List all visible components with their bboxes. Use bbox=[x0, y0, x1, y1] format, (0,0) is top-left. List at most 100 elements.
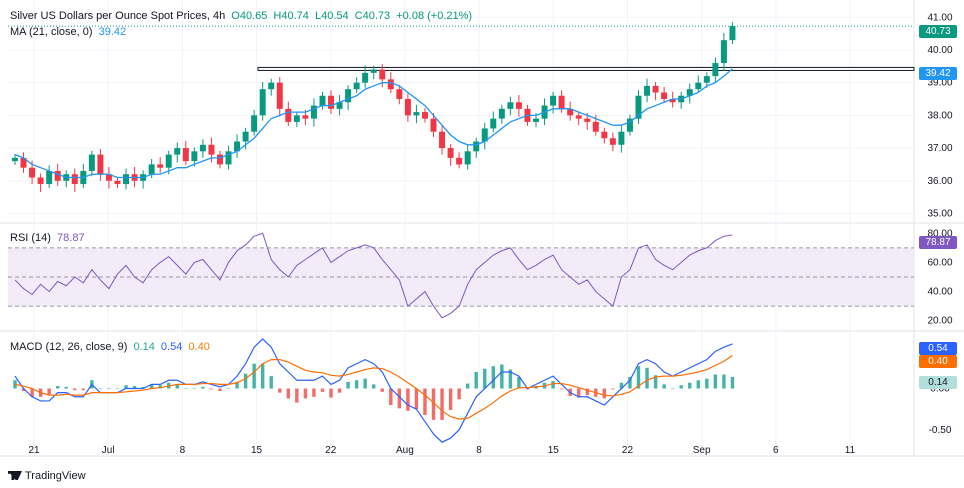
macd-badge: 0.54 bbox=[919, 342, 957, 355]
macd-hist-bar bbox=[98, 388, 103, 390]
macd-hist-bar bbox=[645, 367, 649, 389]
grid bbox=[0, 0, 964, 457]
symbol-legend[interactable]: Silver US Dollars per Ounce Spot Prices,… bbox=[10, 10, 475, 22]
macd-hist-bar bbox=[611, 388, 615, 390]
candle-body bbox=[148, 164, 155, 175]
resistance-line bbox=[257, 66, 915, 71]
macd-hist-bar bbox=[81, 388, 86, 391]
candle-body bbox=[498, 108, 505, 119]
macd-hist-bar bbox=[115, 388, 120, 390]
tradingview-logo-icon bbox=[8, 471, 22, 480]
macd-hist-bar bbox=[628, 376, 632, 389]
macd-hist-bar bbox=[21, 388, 26, 391]
candle-body bbox=[413, 112, 420, 116]
candle-body bbox=[276, 82, 283, 109]
candle-body bbox=[328, 95, 335, 109]
brand-label: TradingView bbox=[25, 470, 86, 482]
x-tick-label: 8 bbox=[180, 445, 186, 456]
macd-hist-bar bbox=[491, 366, 496, 389]
hist-badge: 0.14 bbox=[919, 376, 957, 389]
macd-hist-bar bbox=[363, 378, 367, 389]
macd-line-value: 0.54 bbox=[160, 341, 183, 353]
candle-body bbox=[729, 26, 736, 41]
candle-body bbox=[712, 63, 719, 77]
y-tick-label: 36.00 bbox=[927, 176, 952, 187]
macd-hist-bar bbox=[397, 388, 402, 409]
x-tick-label: 11 bbox=[845, 445, 856, 456]
macd-hist-bar bbox=[585, 388, 589, 396]
candle-body bbox=[310, 105, 317, 119]
candle-body bbox=[362, 72, 369, 83]
candle-body bbox=[592, 121, 599, 132]
macd-pane[interactable] bbox=[13, 338, 735, 443]
macd-hist-bar bbox=[508, 369, 513, 389]
macd-hist-bar bbox=[329, 388, 333, 398]
macd-hist-bar bbox=[64, 386, 68, 389]
macd-hist-bar bbox=[619, 382, 624, 389]
macd-hist-bar bbox=[73, 388, 77, 391]
price-pane[interactable] bbox=[8, 22, 915, 192]
y-tick-label: 38.00 bbox=[927, 110, 952, 121]
ohlc-high: H40.74 bbox=[273, 10, 309, 22]
macd-hist-bar bbox=[312, 388, 316, 397]
macd-hist-bar bbox=[465, 383, 470, 389]
candle-body bbox=[20, 157, 27, 168]
axes: 21 Jul 8 15 22 Aug 8 15 22 Sep 6 11 41.00 40.00 39.00 3… bbox=[28, 12, 953, 456]
candle-body bbox=[686, 89, 693, 96]
macd-hist-bar bbox=[132, 386, 137, 389]
macd-label: MACD (12, 26, close, 9) bbox=[10, 341, 128, 353]
candle-body bbox=[157, 164, 164, 168]
candle-body bbox=[225, 151, 232, 165]
tradingview-brand[interactable]: TradingView bbox=[8, 470, 86, 482]
candle-body bbox=[251, 115, 258, 132]
macd-line bbox=[14, 338, 733, 443]
macd-hist-bar bbox=[192, 388, 197, 390]
macd-legend[interactable]: MACD (12, 26, close, 9) 0.14 0.54 0.40 bbox=[10, 341, 213, 353]
price-badge: 40.73 bbox=[919, 25, 957, 38]
macd-hist-bar bbox=[730, 376, 735, 389]
macd-hist-bar bbox=[218, 388, 222, 391]
macd-hist-bar bbox=[124, 385, 128, 389]
candle-body bbox=[268, 82, 275, 90]
x-tick-label: 15 bbox=[251, 445, 263, 456]
macd-hist-bar bbox=[175, 384, 179, 389]
macd-hist-bar bbox=[559, 388, 564, 390]
macd-hist-bar bbox=[337, 388, 342, 393]
macd-hist-bar bbox=[679, 385, 683, 389]
macd-hist-bar bbox=[688, 382, 692, 389]
rsi-legend[interactable]: RSI (14) 78.87 bbox=[10, 232, 88, 244]
x-tick-label: 22 bbox=[622, 445, 634, 456]
candle-body bbox=[29, 167, 36, 178]
candle-body bbox=[447, 148, 454, 158]
macd-hist-bar bbox=[235, 381, 239, 389]
macd-hist-bar bbox=[158, 385, 162, 389]
rsi-badge: 78.87 bbox=[919, 236, 957, 249]
candle-body bbox=[302, 115, 309, 119]
x-tick-label: 22 bbox=[325, 445, 337, 456]
candle-body bbox=[473, 141, 480, 152]
candle-body bbox=[575, 115, 582, 119]
macd-hist-bar bbox=[141, 386, 145, 389]
macd-hist-bar bbox=[354, 380, 359, 389]
candle-body bbox=[550, 95, 557, 106]
candle-body bbox=[319, 95, 326, 106]
candle-body bbox=[88, 154, 95, 171]
macd-hist-bar bbox=[30, 388, 34, 397]
macd-hist-bar bbox=[380, 388, 384, 392]
ma-legend[interactable]: MA (21, close, 0) 39.42 bbox=[10, 26, 129, 38]
macd-hist-bar bbox=[346, 381, 350, 389]
candle-body bbox=[123, 174, 130, 185]
candle-body bbox=[404, 99, 411, 116]
rsi-pane[interactable] bbox=[8, 232, 914, 319]
candle-body bbox=[259, 89, 266, 116]
candle-body bbox=[439, 131, 446, 149]
candle-body bbox=[293, 115, 300, 122]
macd-hist-value: 0.14 bbox=[133, 341, 155, 353]
candle-body bbox=[285, 108, 292, 122]
candle-body bbox=[695, 82, 702, 90]
macd-hist-bar bbox=[149, 384, 154, 389]
macd-tick-label: 0.00 bbox=[930, 384, 950, 395]
candle-body bbox=[464, 151, 471, 165]
macd-hist-bar bbox=[278, 388, 282, 393]
candle-body bbox=[54, 170, 61, 181]
